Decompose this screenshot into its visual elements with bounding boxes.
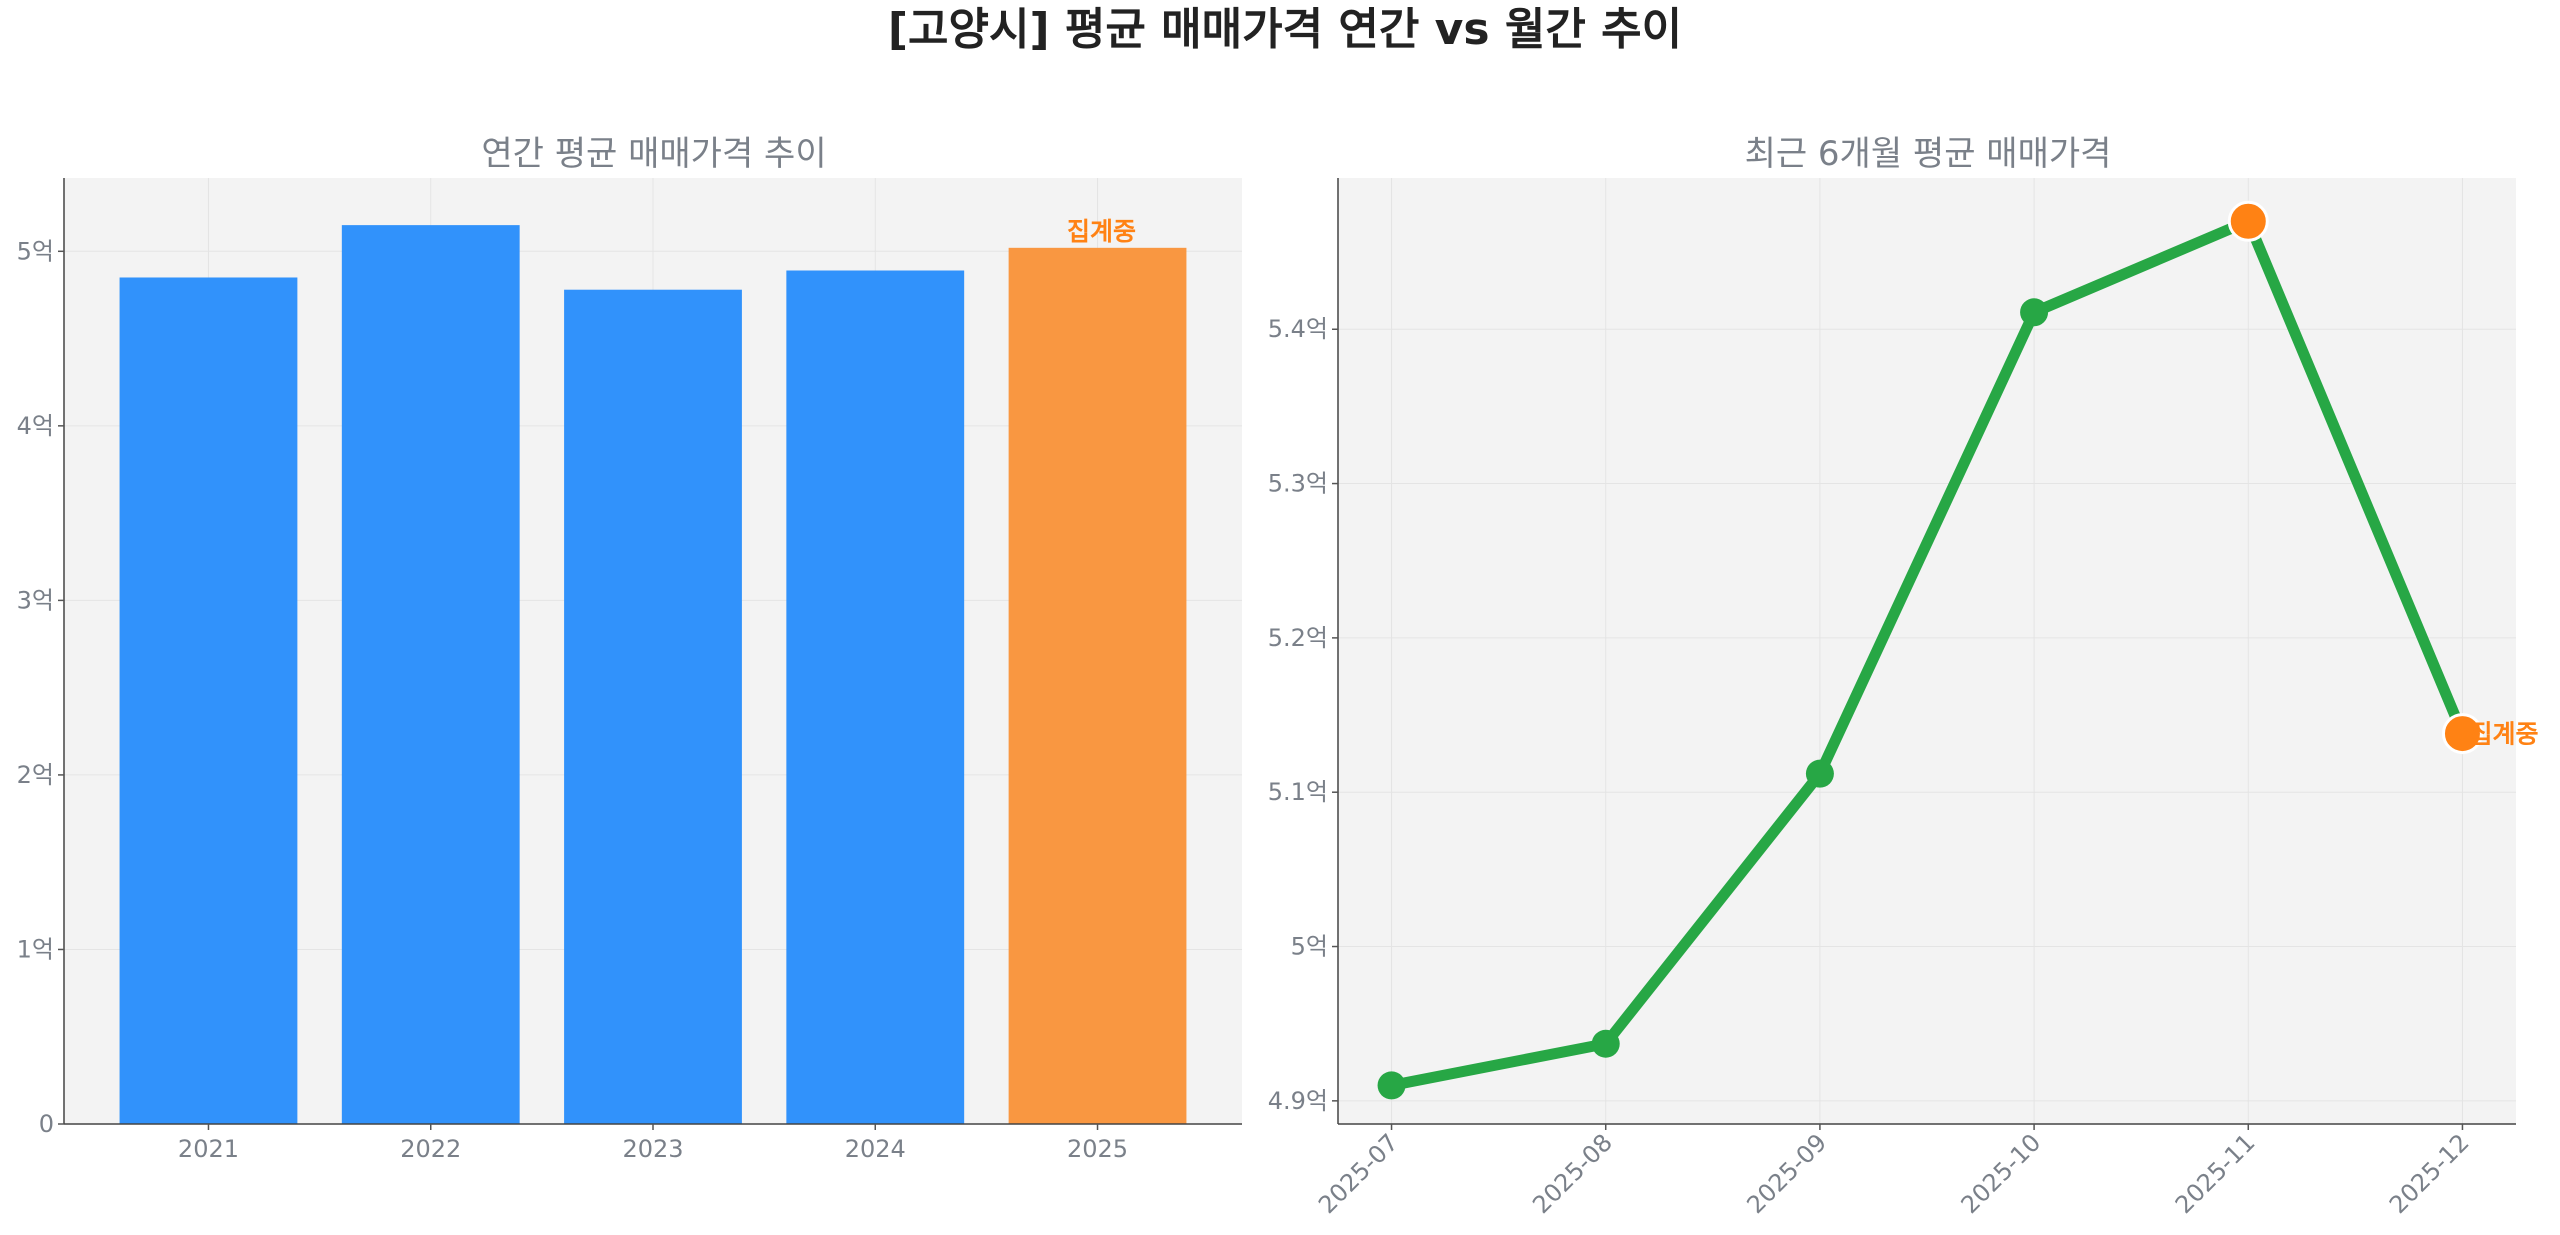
bar-2021 <box>119 277 298 1125</box>
line-ytick-label: 4.9억 <box>1268 1087 1328 1115</box>
bar-2023 <box>564 289 742 1124</box>
line-markers <box>1377 200 2483 1100</box>
line-axes <box>1337 178 2516 1125</box>
bar-xtick-label: 2021 <box>178 1135 239 1163</box>
line-chart-title: 최근 6개월 평균 매매가격 <box>1745 134 2112 174</box>
bar-chart-title: 연간 평균 매매가격 추이 <box>481 134 826 174</box>
bar-ytick-label: 0 <box>39 1110 54 1138</box>
bar-ytick-label: 5억 <box>17 237 54 265</box>
line-annotation: 집계중 <box>2469 720 2538 749</box>
bar-2024 <box>786 270 965 1125</box>
bar-ytick-label: 2억 <box>17 761 54 789</box>
bar-xtick-label: 2023 <box>622 1135 683 1163</box>
line-ytick-label: 5.4억 <box>1268 315 1328 343</box>
bar-xtick-label: 2024 <box>845 1135 906 1163</box>
line-plot-area <box>1338 178 2516 1124</box>
bar-y-ticks: 0 1억 2억 3억 4억 5억 <box>17 237 64 1138</box>
bar-xtick-label: 2022 <box>400 1135 461 1163</box>
bar-2025 <box>1008 247 1187 1124</box>
line-point-2025-08 <box>1591 1029 1620 1058</box>
line-series <box>1386 215 2468 1091</box>
bar-ytick-label: 1억 <box>17 935 54 963</box>
line-gridlines <box>1338 178 2516 1124</box>
bar-xtick-label: 2025 <box>1067 1135 1128 1163</box>
line-y-ticks: 4.9억 5억 5.1억 5.2억 5.3억 5.4억 <box>1268 315 1338 1115</box>
bar-annotation: 집계중 <box>1067 217 1136 246</box>
line-point-2025-07 <box>1377 1071 1406 1100</box>
line-point-2025-12 <box>2441 713 2483 755</box>
figure-title: [고양시] 평균 매매가격 연간 vs 월간 추이 <box>888 4 1682 55</box>
bar-series <box>119 225 1187 1125</box>
line-ytick-label: 5억 <box>1291 933 1328 961</box>
bar-x-ticks: 2021 2022 2023 2024 2025 <box>178 1124 1128 1163</box>
line-point-2025-10 <box>2020 298 2049 327</box>
bar-ytick-label: 4억 <box>17 412 54 440</box>
line-ytick-label: 5.2억 <box>1268 624 1328 652</box>
line-point-2025-11 <box>2227 200 2269 242</box>
line-ytick-label: 5.1억 <box>1268 778 1328 806</box>
bar-ytick-label: 3억 <box>17 586 54 614</box>
line-ytick-label: 5.3억 <box>1268 470 1328 498</box>
bar-2022 <box>341 225 520 1124</box>
line-point-2025-09 <box>1805 759 1834 788</box>
